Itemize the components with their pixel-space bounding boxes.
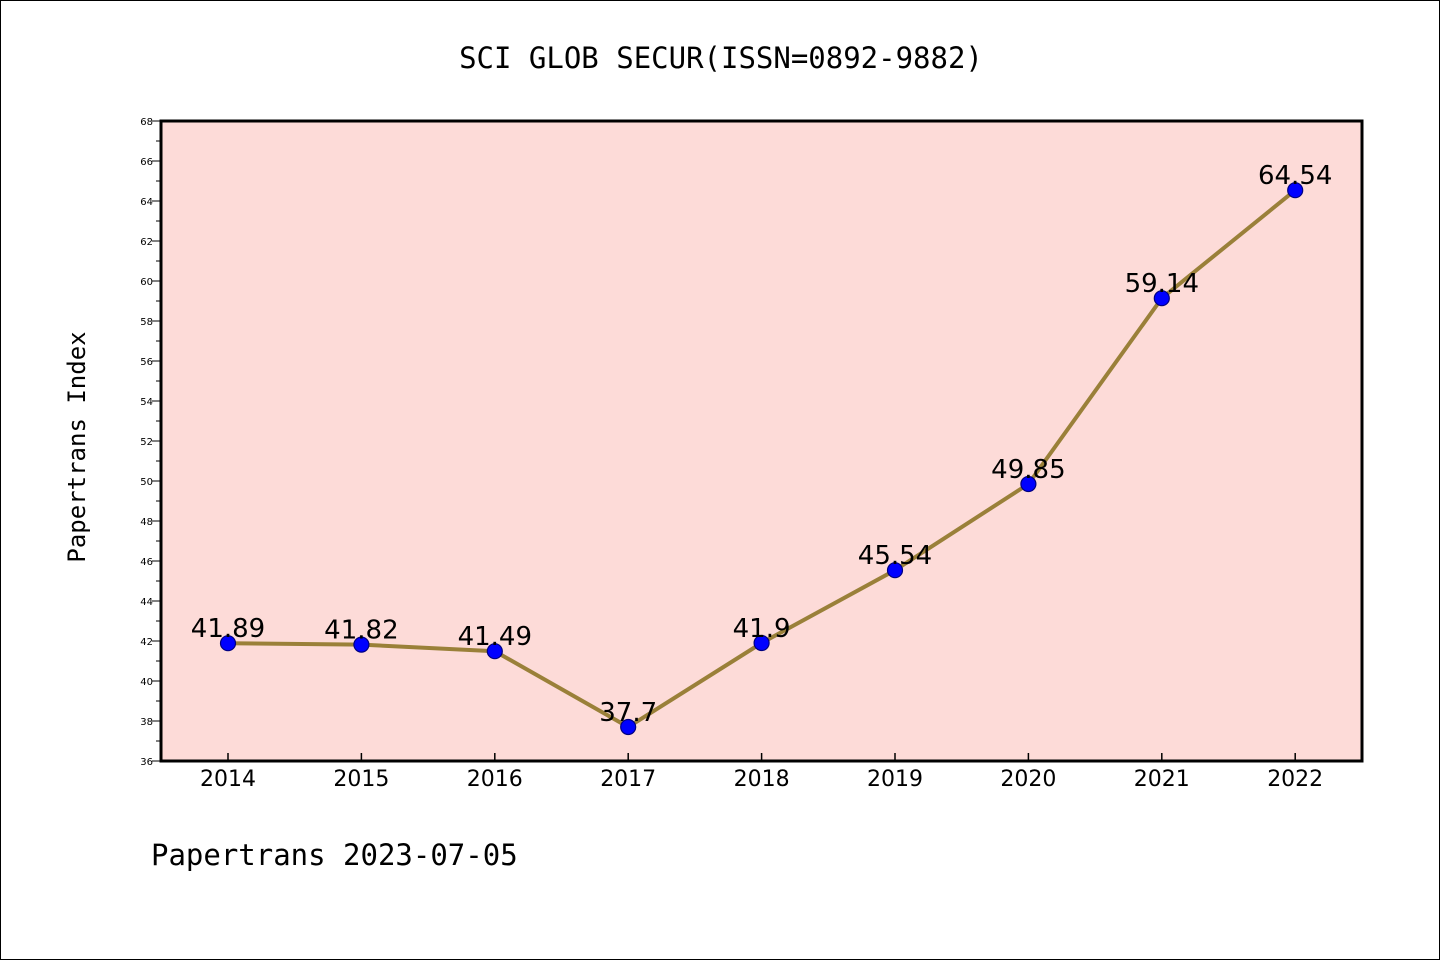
y-tick-label: 68 (140, 117, 153, 128)
data-label: 41.82 (324, 616, 398, 646)
y-axis-ticks: 36 38 40 42 44 46 48 50 52 54 56 58 60 62 64 66 68 (140, 117, 161, 768)
x-tick-label: 2018 (734, 767, 790, 792)
data-label: 64.54 (1258, 161, 1332, 191)
y-axis-label: Papertrans Index (63, 331, 91, 562)
data-label: 49.85 (991, 455, 1065, 485)
x-tick-label: 2014 (200, 767, 256, 792)
y-tick-label: 44 (140, 597, 153, 608)
data-point (1153, 290, 1170, 307)
y-tick-label: 48 (140, 517, 153, 528)
x-axis-ticks: 2014 2015 2016 2017 2018 2019 2020 2021 2022 (200, 753, 1323, 792)
y-tick-label: 36 (140, 757, 153, 768)
y-tick-label: 58 (140, 317, 153, 328)
data-label-layer: 41.89 41.82 41.49 37.7 41.9 45.54 49.85 59.14 64… (191, 161, 1333, 728)
data-label: 45.54 (858, 541, 932, 571)
x-tick-label: 2019 (867, 767, 923, 792)
data-point (1287, 182, 1304, 199)
data-label: 41.9 (733, 614, 791, 644)
x-tick-label: 2021 (1134, 767, 1190, 792)
x-tick-label: 2015 (333, 767, 389, 792)
y-tick-label: 62 (140, 237, 153, 248)
y-tick-label: 38 (140, 717, 153, 728)
y-tick-label: 50 (140, 477, 153, 488)
y-tick-label: 56 (140, 357, 153, 368)
footer-credit: Papertrans 2023-07-05 (151, 838, 518, 872)
y-tick-label: 52 (140, 437, 153, 448)
x-tick-label: 2022 (1267, 767, 1323, 792)
y-tick-label: 40 (140, 677, 153, 688)
data-label: 41.89 (191, 614, 265, 644)
y-tick-label: 42 (140, 637, 153, 648)
y-tick-label: 60 (140, 277, 153, 288)
data-point (353, 636, 370, 653)
series-layer (219, 182, 1304, 736)
plot-area (161, 121, 1362, 761)
data-label: 41.49 (458, 622, 532, 652)
data-point (1020, 475, 1037, 493)
data-label: 37.7 (599, 698, 657, 728)
chart-title: SCI GLOB SECUR(ISSN=0892-9882) (459, 41, 983, 75)
y-tick-label: 54 (140, 397, 153, 408)
y-tick-label: 46 (140, 557, 153, 568)
y-tick-label: 64 (140, 197, 153, 208)
data-point (219, 635, 237, 652)
data-point (886, 562, 904, 579)
data-point (486, 643, 503, 660)
plot-border (159, 119, 1364, 763)
x-tick-label: 2017 (600, 767, 656, 792)
x-tick-label: 2016 (467, 767, 523, 792)
y-tick-label: 66 (140, 157, 153, 168)
data-point (620, 718, 637, 736)
x-tick-label: 2020 (1000, 767, 1056, 792)
data-point (753, 634, 770, 652)
data-label: 59.14 (1125, 269, 1199, 299)
